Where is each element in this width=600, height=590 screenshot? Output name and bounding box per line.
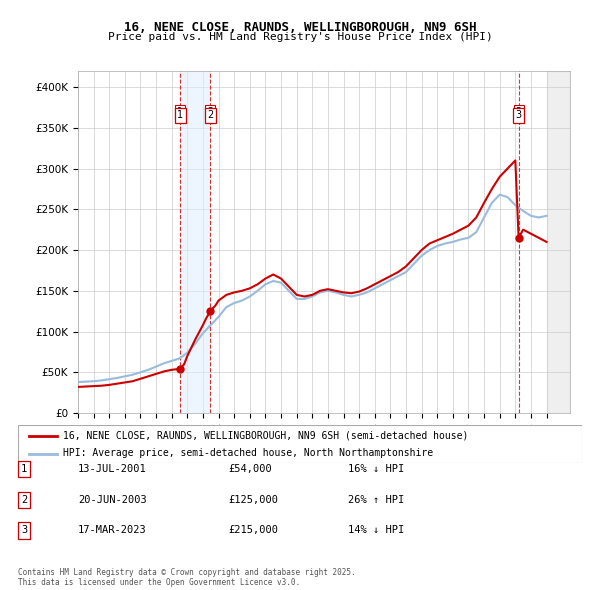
Text: Price paid vs. HM Land Registry's House Price Index (HPI): Price paid vs. HM Land Registry's House … [107,32,493,42]
Text: £54,000: £54,000 [228,464,272,474]
Text: 2: 2 [207,107,214,117]
Text: 1: 1 [177,107,183,117]
Text: 17-MAR-2023: 17-MAR-2023 [78,526,147,535]
Text: 3: 3 [515,107,521,117]
Text: 14% ↓ HPI: 14% ↓ HPI [348,526,404,535]
Text: £125,000: £125,000 [228,495,278,504]
Bar [180,71,210,413]
Text: Contains HM Land Registry data © Crown copyright and database right 2025.
This d: Contains HM Land Registry data © Crown c… [18,568,356,587]
Text: 16, NENE CLOSE, RAUNDS, WELLINGBOROUGH, NN9 6SH (semi-detached house): 16, NENE CLOSE, RAUNDS, WELLINGBOROUGH, … [63,431,469,441]
Text: 2: 2 [21,495,27,504]
Text: £215,000: £215,000 [228,526,278,535]
Text: 2: 2 [207,110,214,120]
Text: 1: 1 [177,110,183,120]
Text: 13-JUL-2001: 13-JUL-2001 [78,464,147,474]
Text: 3: 3 [515,110,521,120]
Text: HPI: Average price, semi-detached house, North Northamptonshire: HPI: Average price, semi-detached house,… [63,448,433,458]
Text: 16, NENE CLOSE, RAUNDS, WELLINGBOROUGH, NN9 6SH: 16, NENE CLOSE, RAUNDS, WELLINGBOROUGH, … [124,21,476,34]
Text: 16% ↓ HPI: 16% ↓ HPI [348,464,404,474]
Text: 26% ↑ HPI: 26% ↑ HPI [348,495,404,504]
Text: 20-JUN-2003: 20-JUN-2003 [78,495,147,504]
Text: 1: 1 [21,464,27,474]
Bar [547,71,570,413]
FancyBboxPatch shape [18,425,582,463]
Text: 3: 3 [21,526,27,535]
